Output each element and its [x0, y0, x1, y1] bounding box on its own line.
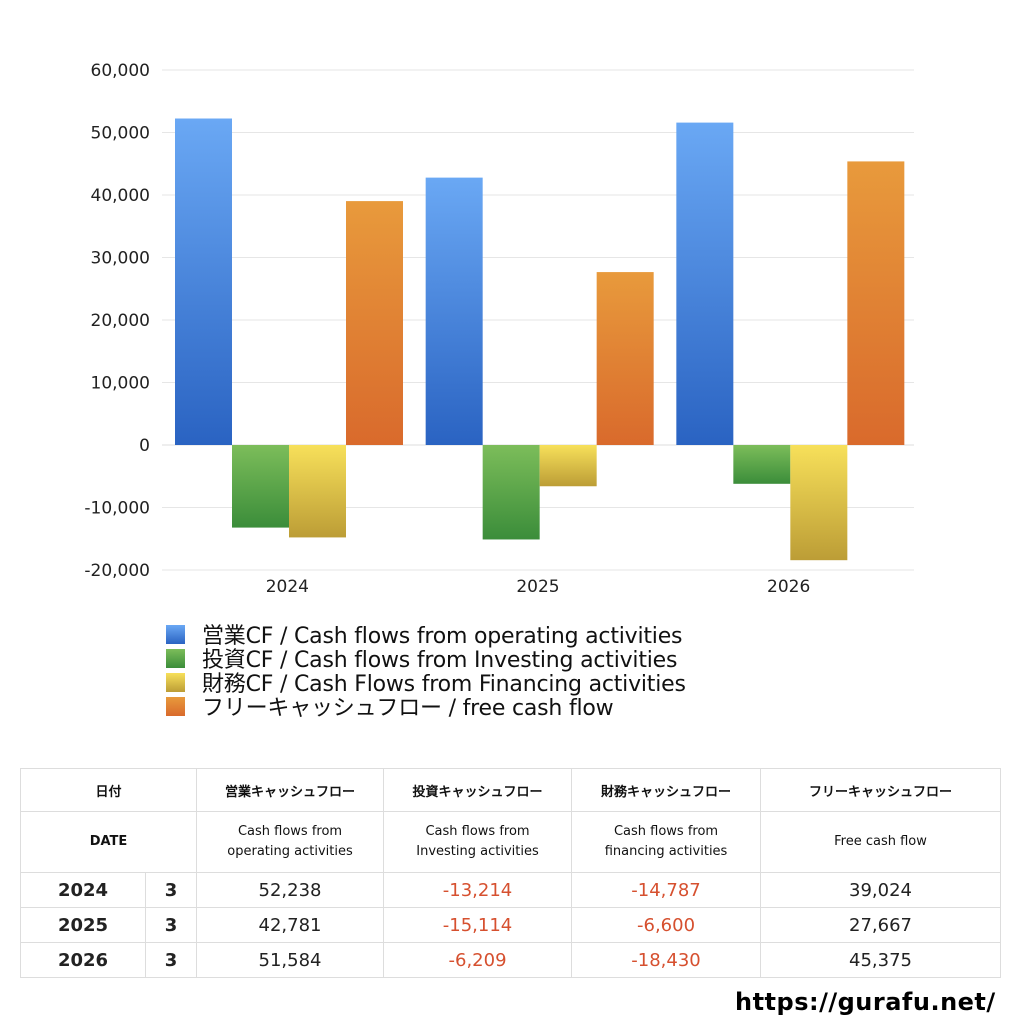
header-operating-en-line2: operating activities [227, 844, 353, 859]
legend-item: フリーキャッシュフロー / free cash flow [166, 694, 686, 721]
row-financing: -6,600 [571, 907, 762, 943]
table-header-jp: 日付 営業キャッシュフロー 投資キャッシュフロー 財務キャッシュフロー フリーキ… [19, 768, 1002, 812]
legend-swatch [166, 624, 185, 644]
bar-2024-series-3 [289, 445, 346, 538]
bar-2025-series-1 [425, 177, 483, 445]
x-axis-tick-labels: 2024 2025 2026 [266, 577, 811, 597]
site-url[interactable]: https://gurafu.net/ [735, 988, 996, 1016]
header-operating-en: Cash flows from operating activities [196, 811, 385, 873]
x-tick-label: 2024 [266, 577, 309, 597]
legend-swatch [166, 672, 185, 692]
bar-2025-series-3 [539, 445, 597, 487]
legend-item: 営業CF / Cash flows from operating activit… [166, 622, 686, 649]
row-free: 45,375 [760, 942, 1002, 978]
header-free-jp: フリーキャッシュフロー [760, 768, 1002, 812]
bar-2024-series-4 [346, 201, 403, 445]
row-financing: -14,787 [571, 872, 762, 908]
legend-item: 財務CF / Cash Flows from Financing activit… [166, 670, 686, 697]
header-financing-en-line2: financing activities [604, 844, 728, 859]
cash-flow-chart: 60,000 50,000 40,000 30,000 20,000 10,000 0 -10… [84, 61, 914, 597]
table-row: 2026 3 51,584 -6,209 -18,430 45,375 [20, 942, 1002, 978]
header-date-en: DATE [19, 811, 198, 873]
legend-swatch [166, 696, 185, 716]
y-tick-label: 30,000 [91, 249, 150, 269]
legend-label: 営業CF / Cash flows from operating activit… [202, 624, 683, 649]
bar-2024-series-1 [175, 118, 232, 445]
header-investing-jp: 投資キャッシュフロー [383, 768, 573, 812]
header-investing-en-line2: Investing activities [416, 844, 539, 859]
bars [175, 118, 905, 561]
row-year: 2024 [20, 872, 146, 908]
bar-2024-series-2 [232, 445, 289, 528]
bar-2026-series-2 [733, 445, 791, 484]
row-investing: -6,209 [383, 942, 573, 978]
x-tick-label: 2025 [516, 577, 559, 597]
table-row: 2024 3 52,238 -13,214 -14,787 39,024 [20, 872, 1002, 908]
table-row: 2025 3 42,781 -15,114 -6,600 27,667 [20, 907, 1002, 943]
bar-2026-series-3 [790, 445, 848, 561]
row-investing: -15,114 [383, 907, 573, 943]
row-operating: 52,238 [196, 872, 385, 908]
chart-legend: 営業CF / Cash flows from operating activit… [166, 622, 686, 721]
bar-2025-series-2 [482, 445, 540, 540]
row-free: 39,024 [760, 872, 1002, 908]
y-tick-label: 20,000 [91, 311, 150, 331]
y-tick-label: 50,000 [91, 124, 150, 144]
legend-swatch [166, 648, 185, 668]
row-financing: -18,430 [571, 942, 762, 978]
row-investing: -13,214 [383, 872, 573, 908]
bar-2025-series-4 [596, 272, 654, 445]
legend-item: 投資CF / Cash flows from Investing activit… [166, 646, 686, 673]
row-month: 3 [144, 872, 198, 908]
y-tick-label: -20,000 [84, 561, 150, 581]
row-month: 3 [144, 942, 198, 978]
bar-2026-series-4 [847, 161, 905, 445]
x-tick-label: 2026 [767, 577, 810, 597]
y-tick-label: 10,000 [91, 374, 150, 394]
y-axis-tick-labels: 60,000 50,000 40,000 30,000 20,000 10,000 0 -10… [84, 61, 150, 581]
legend-label: フリーキャッシュフロー / free cash flow [202, 696, 614, 721]
row-month: 3 [144, 907, 198, 943]
y-tick-label: 0 [139, 436, 150, 456]
header-free-en: Free cash flow [760, 811, 1002, 873]
row-year: 2025 [20, 907, 146, 943]
y-tick-label: 40,000 [91, 186, 150, 206]
header-date-jp: 日付 [19, 768, 198, 812]
row-operating: 42,781 [196, 907, 385, 943]
header-financing-en: Cash flows from financing activities [571, 811, 762, 873]
header-financing-en-line1: Cash flows from [613, 824, 719, 839]
header-operating-jp: 営業キャッシュフロー [196, 768, 385, 812]
header-investing-en: Cash flows from Investing activities [383, 811, 573, 873]
header-investing-en-line1: Cash flows from [425, 824, 530, 839]
row-operating: 51,584 [196, 942, 385, 978]
header-financing-jp: 財務キャッシュフロー [571, 768, 762, 812]
table-header-en: DATE Cash flows from operating activitie… [19, 811, 1002, 873]
bar-2026-series-1 [676, 122, 734, 445]
header-operating-en-line1: Cash flows from [237, 824, 343, 839]
row-free: 27,667 [760, 907, 1002, 943]
y-tick-label: 60,000 [91, 61, 150, 81]
cash-flow-table: 日付 営業キャッシュフロー 投資キャッシュフロー 財務キャッシュフロー フリーキ… [19, 768, 1002, 978]
legend-label: 財務CF / Cash Flows from Financing activit… [202, 672, 686, 697]
legend-label: 投資CF / Cash flows from Investing activit… [202, 648, 678, 673]
row-year: 2026 [20, 942, 146, 978]
y-tick-label: -10,000 [84, 499, 150, 519]
